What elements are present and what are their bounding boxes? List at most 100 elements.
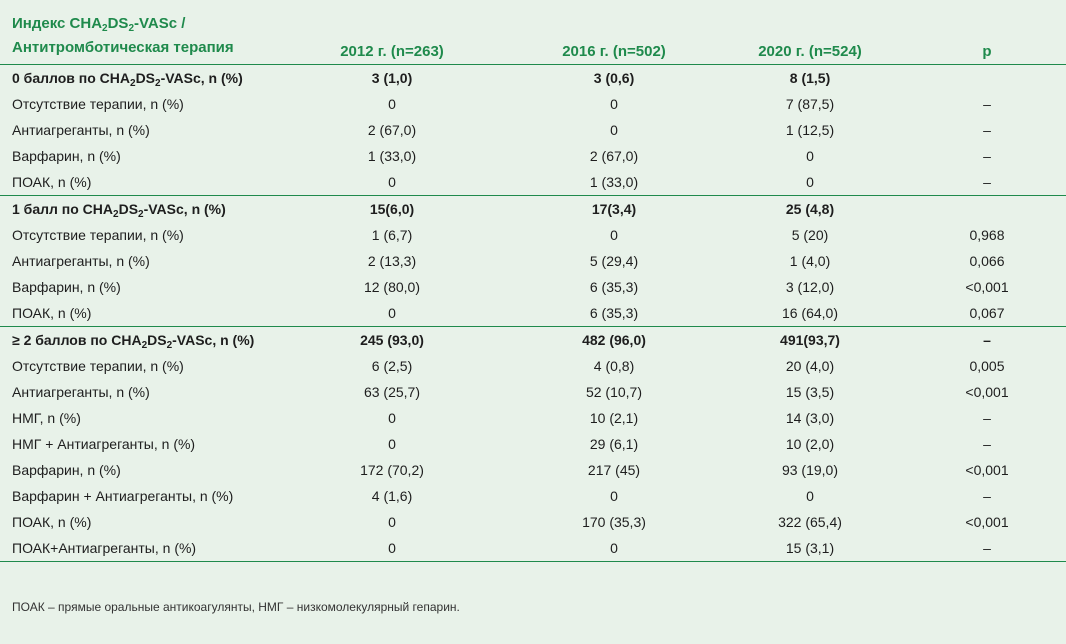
group-cell-v1: 3 (1,0) bbox=[268, 64, 516, 91]
group-title-sub2: 2 bbox=[155, 78, 161, 89]
group-title-post: -VASc, n (%) bbox=[172, 332, 255, 348]
row-label: ПОАК, n (%) bbox=[12, 514, 92, 530]
row-cell-p: – bbox=[983, 122, 991, 138]
group-title: 0 баллов по CHA2DS2-VASc, n (%) bbox=[0, 64, 268, 91]
row-cell-v2: 4 (0,8) bbox=[593, 358, 635, 374]
header-2020: 2020 г. (n=524) bbox=[758, 43, 862, 60]
header-2012: 2012 г. (n=263) bbox=[340, 43, 444, 60]
group-title-sub2: 2 bbox=[166, 340, 173, 351]
table-row: Антиагреганты, n (%) 63 (25,7) 52 (10,7) 15… bbox=[0, 379, 1066, 405]
group-title-mid: DS bbox=[135, 70, 156, 86]
header-line2-text: Антитромботическая терапия bbox=[12, 39, 234, 56]
row-cell-v3: 0 bbox=[806, 174, 814, 190]
row-cell-p: – bbox=[983, 174, 991, 190]
row-cell-v1: 12 (80,0) bbox=[363, 279, 421, 295]
row-cell-p: – bbox=[983, 488, 991, 504]
group-row: 0 баллов по CHA2DS2-VASc, n (%) 3 (1,0) 3 … bbox=[0, 64, 1066, 91]
row-cell-v1: 1 (6,7) bbox=[371, 227, 413, 243]
header-line1-post: -VASc / bbox=[134, 15, 186, 32]
row-label: Варфарин, n (%) bbox=[12, 279, 121, 295]
row-cell-p: <0,001 bbox=[965, 462, 1009, 478]
row-cell-v1: 2 (13,3) bbox=[367, 253, 417, 269]
header-2016: 2016 г. (n=502) bbox=[562, 43, 666, 60]
row-cell-v1: 0 bbox=[388, 514, 396, 530]
row-cell-v1: 0 bbox=[388, 174, 396, 190]
row-cell-v1: 0 bbox=[388, 436, 396, 452]
row-cell-v1: 172 (70,2) bbox=[360, 462, 424, 478]
group-cell-p: – bbox=[908, 326, 1066, 353]
row-cell-v2: 1 (33,0) bbox=[589, 174, 639, 190]
row-cell-v2: 0 bbox=[610, 122, 618, 138]
row-label: Отсутствие терапии, n (%) bbox=[12, 358, 184, 374]
row-cell-v2: 0 bbox=[610, 488, 618, 504]
row-label: ПОАК, n (%) bbox=[12, 305, 92, 321]
row-cell-v2: 52 (10,7) bbox=[585, 384, 643, 400]
table-row: НМГ, n (%) 0 10 (2,1) 14 (3,0) – bbox=[0, 405, 1066, 431]
table-row: Варфарин, n (%) 172 (70,2) 217 (45) 93 (19,… bbox=[0, 457, 1066, 483]
group-title-mid: DS bbox=[118, 201, 139, 217]
group-title-post: -VASc, n (%) bbox=[160, 70, 243, 86]
group-title-pre: 1 балл по CHA bbox=[12, 201, 114, 217]
row-cell-v2: 6 (35,3) bbox=[589, 305, 639, 321]
group-cell-p bbox=[908, 64, 1066, 91]
row-label: НМГ, n (%) bbox=[12, 410, 81, 426]
row-cell-v3: 20 (4,0) bbox=[785, 358, 835, 374]
row-label: Варфарин, n (%) bbox=[12, 462, 121, 478]
row-label: Антиагреганты, n (%) bbox=[12, 384, 150, 400]
footnote: ПОАК – прямые оральные антикоагулянты, Н… bbox=[12, 600, 460, 614]
row-label: ПОАК+Антиагреганты, n (%) bbox=[0, 535, 268, 562]
row-cell-v3: 15 (3,1) bbox=[712, 535, 908, 562]
row-cell-v3: 1 (12,5) bbox=[785, 122, 835, 138]
row-cell-v1: 0 bbox=[388, 410, 396, 426]
row-label: Варфарин + Антиагреганты, n (%) bbox=[12, 488, 234, 504]
row-label: Варфарин, n (%) bbox=[12, 148, 121, 164]
header-row: Индекс CHA2DS2-VASc / Антитромботическая… bbox=[0, 0, 1066, 65]
table-row: Варфарин, n (%) 12 (80,0) 6 (35,3) 3 (12,0)… bbox=[0, 274, 1066, 300]
row-cell-p: <0,001 bbox=[965, 514, 1009, 530]
table-row: Антиагреганты, n (%) 2 (13,3) 5 (29,4) 1 (4… bbox=[0, 248, 1066, 274]
table-row: Антиагреганты, n (%) 2 (67,0) 0 1 (12,5) – bbox=[0, 117, 1066, 143]
table-row: Отсутствие терапии, n (%) 1 (6,7) 0 5 (20) 0… bbox=[0, 222, 1066, 248]
row-label: ПОАК, n (%) bbox=[12, 174, 92, 190]
header-sub1: 2 bbox=[102, 23, 108, 34]
row-cell-p: – bbox=[983, 96, 991, 112]
header-index-therapy: Индекс CHA2DS2-VASc / Антитромботическая… bbox=[0, 0, 268, 65]
row-label: Антиагреганты, n (%) bbox=[12, 122, 150, 138]
table-row: ПОАК, n (%) 0 1 (33,0) 0 – bbox=[0, 169, 1066, 196]
group-cell-v3: 491(93,7) bbox=[712, 326, 908, 353]
group-title-sub2: 2 bbox=[138, 209, 144, 220]
row-cell-v1: 4 (1,6) bbox=[371, 488, 413, 504]
row-cell-v3: 14 (3,0) bbox=[785, 410, 835, 426]
row-cell-p: – bbox=[908, 535, 1066, 562]
data-table: Индекс CHA2DS2-VASc / Антитромботическая… bbox=[0, 0, 1066, 562]
row-label: НМГ + Антиагреганты, n (%) bbox=[12, 436, 196, 452]
row-cell-v2: 0 bbox=[516, 535, 712, 562]
group-title-pre: ≥ 2 баллов по CHA bbox=[12, 332, 142, 348]
row-cell-v2: 6 (35,3) bbox=[589, 279, 639, 295]
table-row: Варфарин, n (%) 1 (33,0) 2 (67,0) 0 – bbox=[0, 143, 1066, 169]
group-row: 1 балл по CHA2DS2-VASc, n (%) 15(6,0) 17(3… bbox=[0, 195, 1066, 222]
row-cell-v3: 0 bbox=[806, 488, 814, 504]
group-title-pre: 0 баллов по CHA bbox=[12, 70, 130, 86]
row-cell-v1: 63 (25,7) bbox=[363, 384, 421, 400]
table-row: ПОАК, n (%) 0 170 (35,3) 322 (65,4) <0,001 bbox=[0, 509, 1066, 535]
row-cell-v2: 29 (6,1) bbox=[589, 436, 639, 452]
row-cell-v2: 0 bbox=[610, 227, 618, 243]
row-cell-v1: 2 (67,0) bbox=[367, 122, 417, 138]
row-cell-p: 0,067 bbox=[969, 305, 1005, 321]
group-cell-v2: 482 (96,0) bbox=[516, 326, 712, 353]
group-cell-v2: 17(3,4) bbox=[516, 195, 712, 222]
row-cell-v1: 0 bbox=[388, 96, 396, 112]
group-title-sub1: 2 bbox=[141, 340, 148, 351]
row-cell-p: 0,066 bbox=[969, 253, 1005, 269]
group-cell-v2: 3 (0,6) bbox=[516, 64, 712, 91]
group-cell-v1: 245 (93,0) bbox=[268, 326, 516, 353]
header-line1-text: Индекс CHA bbox=[12, 15, 103, 32]
row-label: Антиагреганты, n (%) bbox=[12, 253, 150, 269]
row-cell-v3: 7 (87,5) bbox=[785, 96, 835, 112]
group-cell-v3: 8 (1,5) bbox=[712, 64, 908, 91]
table-body: 0 баллов по CHA2DS2-VASc, n (%) 3 (1,0) 3 … bbox=[0, 64, 1066, 562]
row-cell-v3: 0 bbox=[806, 148, 814, 164]
row-cell-v1: 0 bbox=[388, 305, 396, 321]
row-cell-v2: 170 (35,3) bbox=[582, 514, 646, 530]
